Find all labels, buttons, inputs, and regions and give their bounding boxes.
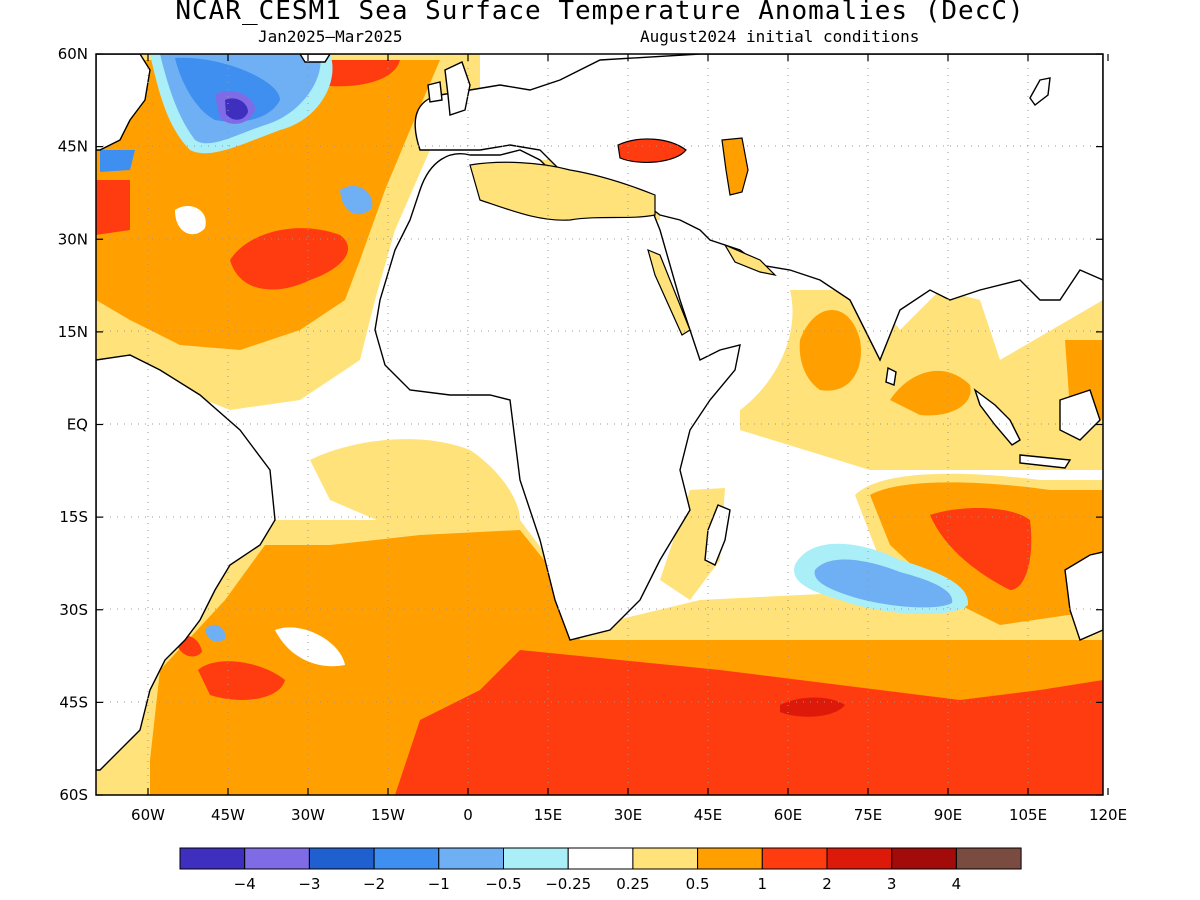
legend-label: −0.5 <box>485 875 521 893</box>
legend-swatch <box>567 847 634 870</box>
lon-label: 30E <box>614 806 643 824</box>
mediterranean <box>469 161 656 221</box>
legend-swatch <box>503 847 569 870</box>
lon-label: 105E <box>1009 806 1047 824</box>
legend-label: 1 <box>758 875 768 893</box>
color-legend <box>179 847 1022 870</box>
axis-ticks <box>96 53 1109 796</box>
mozambique-light <box>660 488 725 600</box>
trop-atl-light <box>310 439 520 530</box>
sa-hot-west <box>198 661 285 700</box>
legend-swatch <box>179 847 246 870</box>
lon-label: 45E <box>694 806 723 824</box>
lat-label: 60N <box>58 45 88 63</box>
inland-seas <box>469 137 777 336</box>
legend-swatch <box>761 847 828 870</box>
sa-white-hole <box>275 627 345 667</box>
persian-gulf <box>723 243 777 276</box>
legend-label: −0.25 <box>545 875 591 893</box>
ireland-outline <box>427 81 443 103</box>
legend-swatch <box>826 847 893 870</box>
map-title: NCAR_CESM1 Sea Surface Temperature Anoma… <box>175 0 1025 26</box>
sri-lanka-outline <box>885 366 897 386</box>
red-sea <box>647 248 691 336</box>
legend-label: 2 <box>822 875 832 893</box>
legend-label: 4 <box>952 875 962 893</box>
legend-label: 0.25 <box>616 875 649 893</box>
lat-label: 30S <box>59 601 88 619</box>
na-hot-3 <box>96 180 130 235</box>
africa-outline <box>374 149 741 641</box>
legend-swatch <box>308 847 375 870</box>
na-white-hole <box>175 206 206 235</box>
na-deepest <box>225 98 248 120</box>
legend-swatch <box>438 847 504 870</box>
lon-label: 75E <box>854 806 883 824</box>
forecast-period: Jan2025—Mar2025 <box>258 27 403 46</box>
mid-atl-cool <box>340 186 373 215</box>
caspian-sea <box>721 137 749 196</box>
legend-swatch <box>891 847 957 870</box>
legend-swatch <box>244 847 310 870</box>
lat-label: 45N <box>58 138 88 156</box>
legend-label: 3 <box>887 875 897 893</box>
longitude-labels: 60W 45W 30W 15W 0 15E 30E 45E 60E 75E 90E 105E 120E <box>131 806 1127 824</box>
lon-label: 90E <box>934 806 963 824</box>
lat-label: 15N <box>58 323 88 341</box>
legend-label: 0.5 <box>686 875 710 893</box>
iceland-outline <box>299 54 331 63</box>
java-outline <box>1019 454 1072 469</box>
lon-label: 15W <box>371 806 405 824</box>
australia-outline <box>1064 551 1103 641</box>
lon-label: 120E <box>1089 806 1127 824</box>
lat-label: EQ <box>67 416 88 434</box>
na-hot-1 <box>230 228 349 290</box>
legend-label: −2 <box>363 875 385 893</box>
color-legend-labels: −4 −3 −2 −1 −0.5 −0.25 0.25 0.5 1 2 3 4 <box>234 875 962 893</box>
lon-label: 45W <box>211 806 245 824</box>
britain-outline <box>444 61 471 116</box>
legend-swatch <box>632 847 699 870</box>
sio-cool <box>814 559 953 608</box>
lon-label: 60W <box>131 806 165 824</box>
legend-swatch <box>955 847 1022 870</box>
initial-conditions: August2024 initial conditions <box>640 27 920 46</box>
lat-label: 30N <box>58 230 88 248</box>
lat-label: 15S <box>59 508 88 526</box>
nw-cool-patch <box>100 150 135 172</box>
legend-swatch <box>373 847 440 870</box>
north-america-outline <box>96 54 151 151</box>
legend-swatch <box>697 847 763 870</box>
lon-label: 60E <box>774 806 803 824</box>
sumatra-outline <box>973 388 1021 446</box>
sa-cool-spot <box>205 624 226 642</box>
legend-label: −4 <box>234 875 256 893</box>
black-sea <box>617 138 687 163</box>
io-bengal-warm <box>890 370 971 416</box>
japan-outline <box>1029 77 1051 106</box>
south-america-outline <box>96 354 276 771</box>
coastlines <box>96 54 1103 771</box>
lon-label: 30W <box>291 806 325 824</box>
lat-label: 45S <box>59 693 88 711</box>
latitude-labels: 60N 45N 30N 15N EQ 15S 30S 45S 60S <box>58 45 88 804</box>
sa-hot-band <box>395 650 1103 795</box>
lon-label: 15E <box>534 806 563 824</box>
legend-label: −1 <box>428 875 450 893</box>
sio-hot <box>930 508 1032 590</box>
legend-label: −3 <box>298 875 320 893</box>
lat-label: 60S <box>59 786 88 804</box>
lon-label: 0 <box>463 806 473 824</box>
io-arabian-warm <box>799 310 861 391</box>
borneo-outline <box>1059 389 1101 441</box>
